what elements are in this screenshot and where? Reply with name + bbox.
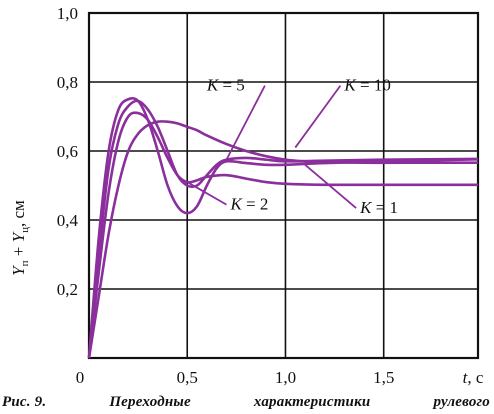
origin-tick-label: 0: [76, 368, 85, 387]
y-tick-label: 0,8: [57, 73, 78, 92]
annotation-label: K = 10: [343, 76, 390, 95]
annotation-leader-line: [186, 181, 227, 206]
series-line: [87, 96, 479, 359]
y-tick-label: 1,0: [57, 4, 78, 23]
series-line: [87, 99, 479, 359]
x-tick-label: 1,0: [275, 368, 296, 387]
y-tick-label: 0,2: [57, 280, 78, 299]
x-tick-label: 1,5: [373, 368, 394, 387]
series-line: [87, 111, 478, 359]
annotations-layer: K = 5 K = 10 K = 2 K = 1: [186, 76, 398, 217]
transient-response-chart: K = 5 K = 10 K = 2 K = 1 0,5 1,0 1,5 0,2 0,4 0,6…: [9, 4, 484, 387]
tick-labels: 0,5 1,0 1,5 0,2 0,4 0,6 0,8 1,0 0: [57, 4, 395, 387]
series-layer: [87, 96, 479, 359]
caption-word-3: рулевого: [433, 394, 490, 410]
caption-fig-number: Рис. 9.: [2, 394, 47, 410]
annotation-label: K = 2: [229, 195, 268, 214]
y-tick-label: 0,4: [57, 211, 79, 230]
annotation-leader-line: [225, 85, 266, 161]
annotation-label: K = 1: [359, 198, 398, 217]
x-axis-label: t, с: [463, 368, 484, 387]
y-axis-label: Yп + Yц, см: [9, 200, 31, 276]
x-tick-label: 0,5: [177, 368, 198, 387]
caption-word-2: характеристики: [253, 394, 371, 410]
figure-caption: Рис. 9. Переходные характеристики рулево…: [0, 394, 494, 414]
caption-word-1: Переходные: [109, 394, 191, 410]
y-tick-label: 0,6: [57, 142, 78, 161]
series-line: [87, 120, 478, 359]
annotation-label: K = 5: [206, 76, 245, 95]
annotation-leader-line: [304, 164, 357, 209]
annotation-leader-line: [294, 85, 342, 149]
